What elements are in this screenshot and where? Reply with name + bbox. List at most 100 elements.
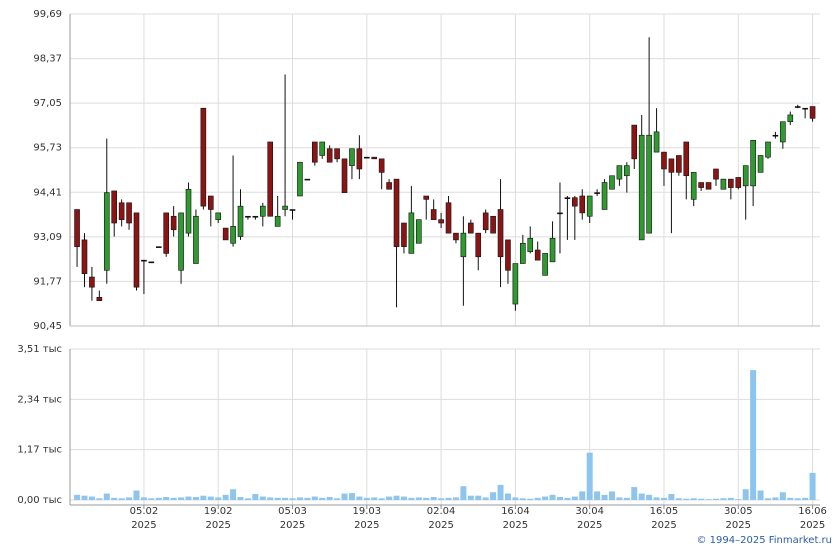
candle-body (364, 156, 370, 159)
candle-body (653, 131, 660, 153)
volume-bar (787, 497, 794, 500)
volume-bar (96, 498, 103, 500)
candle-body (282, 205, 288, 210)
candle-body (624, 165, 630, 177)
y-tick-label: 0,00 тыс (17, 495, 62, 506)
candle-body (319, 141, 326, 156)
volume-bar (118, 498, 125, 500)
candle-body (245, 215, 251, 218)
candle-body (512, 263, 519, 305)
volume-bar (334, 498, 341, 500)
y-tick-label: 99,69 (33, 9, 62, 20)
y-tick-label: 98,37 (33, 54, 62, 65)
candle-body (549, 237, 556, 263)
volume-bar (438, 498, 445, 500)
x-tick-label: 05.03 2025 (278, 506, 307, 531)
volume-bar (222, 494, 229, 500)
volume-bar (207, 496, 214, 500)
candle-body (564, 197, 571, 199)
volume-bar (155, 497, 162, 500)
candle-body (802, 107, 808, 110)
y-tick-label: 1,17 тыс (17, 445, 62, 456)
candle-body (668, 158, 675, 173)
volume-bar (512, 497, 519, 500)
candle-body (557, 212, 563, 215)
candle-body (490, 215, 496, 234)
volume-bar (757, 490, 764, 500)
volume-bar (638, 493, 645, 500)
candle-body (423, 195, 430, 200)
volume-bar (326, 496, 333, 500)
candle-body (118, 202, 125, 220)
footer: © 1994–2025 Finmarket.ru (696, 535, 832, 546)
volume-bar (319, 497, 326, 500)
volume-bar (809, 472, 816, 500)
y-tick-label: 93,09 (33, 232, 62, 243)
volume-bar (423, 497, 430, 500)
volume-bar (742, 489, 749, 500)
x-tick-label: 19.02 2025 (203, 506, 233, 531)
volume-bar (400, 496, 407, 500)
volume-bar (727, 497, 734, 500)
candle-body (482, 212, 489, 231)
volume-bar (467, 495, 474, 500)
candle-body (534, 249, 541, 261)
candle-body (757, 155, 764, 173)
candle-body (193, 215, 199, 264)
candle-body (416, 219, 422, 244)
volume-bar (371, 497, 378, 500)
candle-body (81, 239, 88, 274)
volume-bar (675, 498, 682, 500)
candle-body (341, 158, 348, 193)
volume-bar (393, 495, 400, 500)
candle-body (586, 195, 593, 217)
candle-body (155, 246, 162, 248)
volume-bar (705, 499, 712, 500)
volume-bar (556, 496, 563, 500)
volume-bar (579, 491, 586, 500)
x-tick-label: 02.04 2025 (426, 506, 456, 531)
y-tick-label: 95,73 (33, 143, 62, 154)
volume-bar (363, 497, 370, 500)
volume-bar (594, 491, 601, 500)
y-tick-label: 91,77 (33, 276, 62, 287)
volume-bar (542, 496, 549, 500)
volume-bar (408, 497, 415, 500)
volume-bar (772, 497, 779, 500)
candle-body (601, 182, 608, 210)
volume-bar (720, 498, 727, 500)
candle-body (267, 141, 274, 217)
candle-body (356, 148, 363, 170)
candle-body (661, 151, 667, 170)
volume-bar (126, 497, 133, 500)
x-tick-label: 16.05 2025 (649, 506, 679, 531)
candle-body (809, 106, 816, 119)
volume-bar (103, 493, 110, 500)
volume-bar (274, 497, 281, 500)
candle-body (705, 182, 712, 190)
candle-body (103, 192, 110, 271)
volume-bar (460, 486, 467, 500)
x-tick-label: 16.06 2025 (798, 506, 827, 531)
candle-body (520, 242, 526, 264)
candle-body (408, 212, 415, 254)
volume-bar (304, 497, 311, 500)
volume-bar (564, 497, 571, 500)
volume-bar (170, 497, 177, 500)
candle-body (141, 259, 147, 262)
candle-body (430, 209, 437, 220)
volume-bar (764, 498, 771, 500)
candle-body (349, 148, 355, 166)
volume-bar (735, 499, 742, 500)
volume-bar (185, 496, 192, 500)
y-tick-label: 2,34 тыс (17, 394, 62, 405)
candle-body (572, 197, 578, 207)
volume-bar (750, 370, 757, 500)
volume-bar (608, 491, 615, 500)
volume-bar (534, 497, 541, 500)
candle-body (438, 219, 444, 224)
candle-body (126, 202, 132, 224)
x-tick-label: 16.04 2025 (501, 506, 530, 531)
volume-bar (519, 498, 526, 500)
